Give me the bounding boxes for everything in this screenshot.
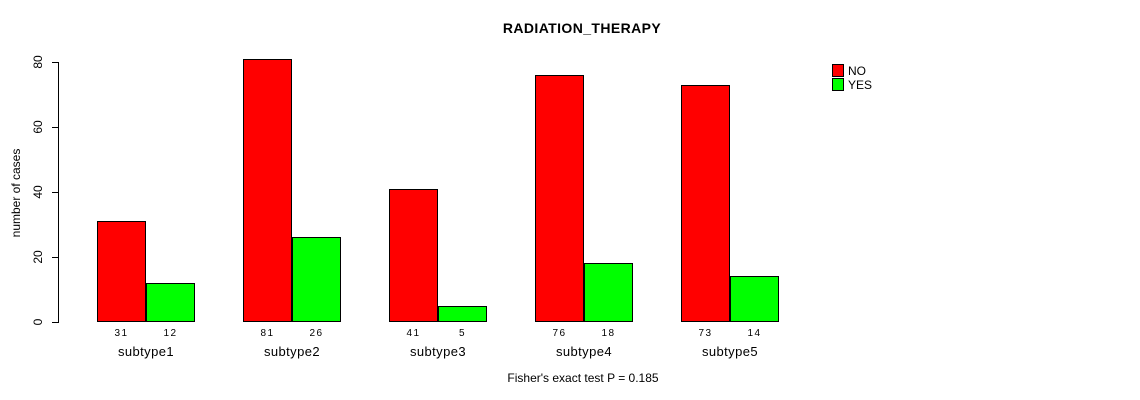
bar-value-label: 76 (552, 328, 567, 339)
bar-value-label: 12 (163, 328, 178, 339)
bar-no-subtype2 (243, 59, 292, 322)
y-axis-label: number of cases (9, 148, 23, 238)
bar-value-label: 5 (458, 328, 467, 339)
category-label-subtype4: subtype4 (556, 344, 612, 359)
bar-value-label: 18 (601, 328, 616, 339)
y-tick-mark (52, 257, 59, 258)
bar-yes-subtype2 (292, 237, 341, 322)
legend-swatch-yes (832, 78, 844, 91)
y-tick-label: 60 (31, 120, 45, 134)
bar-value-label: 31 (114, 328, 129, 339)
y-tick-label: 80 (31, 55, 45, 69)
legend-label-no: NO (848, 63, 866, 78)
bar-yes-subtype3 (438, 306, 487, 322)
legend-swatch-no (832, 64, 844, 77)
bar-value-label: 26 (309, 328, 324, 339)
bar-yes-subtype5 (730, 276, 779, 322)
y-tick-label: 20 (31, 250, 45, 264)
bar-no-subtype3 (389, 189, 438, 322)
legend-item-yes: YES (832, 78, 872, 91)
legend-label-yes: YES (848, 77, 873, 92)
bar-yes-subtype1 (146, 283, 195, 322)
bar-no-subtype4 (535, 75, 584, 322)
category-label-subtype3: subtype3 (410, 344, 466, 359)
y-tick-mark (52, 62, 59, 63)
y-tick-mark (52, 322, 59, 323)
bar-value-label: 14 (747, 328, 762, 339)
bar-value-label: 73 (698, 328, 713, 339)
bar-yes-subtype4 (584, 263, 633, 322)
category-label-subtype5: subtype5 (702, 344, 758, 359)
bar-no-subtype5 (681, 85, 730, 322)
chart-title: RADIATION_THERAPY (502, 20, 662, 36)
y-tick-mark (52, 127, 59, 128)
category-label-subtype2: subtype2 (264, 344, 320, 359)
y-tick-label: 0 (31, 318, 45, 326)
category-label-subtype1: subtype1 (118, 344, 174, 359)
bar-value-label: 41 (406, 328, 421, 339)
legend-item-no: NO (832, 64, 872, 77)
annotation-text: Fisher's exact test P = 0.185 (507, 371, 659, 385)
bar-value-label: 81 (260, 328, 275, 339)
y-tick-mark (52, 192, 59, 193)
bar-no-subtype1 (97, 221, 146, 322)
legend: NO YES (832, 64, 872, 92)
y-tick-label: 40 (31, 185, 45, 199)
